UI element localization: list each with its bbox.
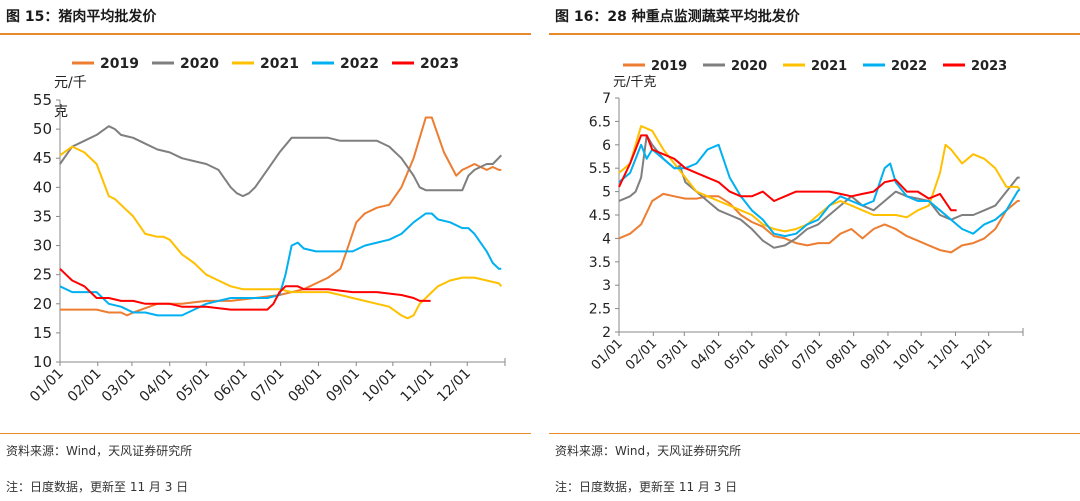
series-line-2022 [59,212,502,317]
y-tick-label: 30 [33,237,52,255]
legend-label: 2020 [731,59,767,74]
y-tick-label: 5.5 [589,161,611,177]
y-tick-label: 5 [602,185,611,201]
footer-divider [0,433,531,434]
y-axis-unit: 元/千 [54,75,87,91]
y-tick-label: 2 [602,325,611,341]
x-tick-label: 11/01 [925,336,962,373]
y-tick-label: 6 [602,138,611,154]
y-tick-label: 35 [33,207,52,225]
y-tick-label: 6.5 [589,114,611,130]
legend-label: 2023 [971,59,1007,74]
x-tick-label: 10/01 [360,366,400,406]
series-line-2019 [618,192,1020,254]
legend-label: 2019 [651,59,687,74]
x-tick-label: 12/01 [434,366,474,406]
source-text: 资料来源：Wind，天风证券研究所 [6,444,193,458]
legend-label: 2021 [811,59,847,74]
x-tick-label: 03/01 [654,336,691,373]
source-text: 资料来源：Wind，天风证券研究所 [555,444,742,458]
title-divider [0,33,531,35]
series-line-2021 [59,145,503,320]
y-tick-label: 25 [33,266,52,284]
y-tick-label: 7 [602,91,611,107]
x-tick-label: 07/01 [248,366,288,406]
note-text: 注：日度数据，更新至 11 月 3 日 [6,480,189,494]
x-tick-label: 07/01 [789,336,826,373]
x-tick-label: 01/01 [27,366,67,406]
y-axis-unit: 克 [54,104,68,120]
y-tick-label: 4.5 [589,208,611,224]
x-tick-label: 08/01 [285,366,325,406]
x-tick-label: 02/01 [623,336,660,373]
y-tick-label: 3 [602,278,611,294]
series-line-2020 [59,125,503,198]
chart-panel-pork: 图 15：猪肉平均批发价 元/千克 10 15 20 25 30 35 40 45 50 55 01/… [0,0,531,501]
footer-divider [549,433,1080,434]
y-tick-label: 3.5 [589,255,611,271]
x-tick-label: 01/01 [589,336,626,373]
legend-label: 2019 [100,56,139,72]
pork-price-chart: 元/千克1015202530354045505501/0102/0103/010… [27,56,506,406]
x-tick-label: 08/01 [823,336,860,373]
y-tick-label: 15 [33,324,52,342]
legend-label: 2023 [420,56,459,72]
x-tick-label: 04/01 [688,336,725,373]
x-tick-label: 03/01 [99,366,139,406]
y-tick-label: 40 [33,178,52,196]
x-tick-label: 10/01 [891,336,928,373]
x-tick-label: 04/01 [137,366,177,406]
y-tick-label: 50 [33,120,52,138]
y-tick-label: 4 [602,231,611,247]
y-tick-label: 20 [33,295,52,313]
y-tick-label: 2.5 [589,302,611,318]
x-tick-label: 02/01 [65,366,105,406]
figure-title: 图 16：28 种重点监测蔬菜平均批发价 [555,9,800,25]
legend-label: 2022 [891,59,927,74]
vegetable-price-chart: 元/千克 2 2.5 3 3.5 4 4.5 5 5.5 6 6.5 7 01/0102/0103/01… [589,59,1024,373]
legend-label: 2022 [340,56,379,72]
series-line-2023 [59,268,431,311]
figure-title: 图 15：猪肉平均批发价 [6,9,157,25]
x-tick-label: 09/01 [323,366,363,406]
x-tick-label: 06/01 [756,336,793,373]
x-tick-label: 09/01 [858,336,895,373]
y-tick-label: 45 [33,149,52,167]
x-tick-label: 11/01 [398,366,438,406]
series-line-2022 [618,143,1021,238]
series-line-2019 [60,116,502,317]
y-tick-label: 55 [33,91,52,109]
x-tick-label: 06/01 [211,366,251,406]
series-line-2023 [618,134,957,212]
x-tick-label: 05/01 [173,366,213,406]
x-tick-label: 05/01 [722,336,759,373]
y-axis-unit: 元/千克 [613,75,656,90]
legend-label: 2021 [260,56,299,72]
note-text: 注：日度数据，更新至 11 月 3 日 [555,480,738,494]
title-divider [549,33,1080,35]
y-tick-label: 10 [33,353,52,371]
legend-label: 2020 [180,56,219,72]
x-tick-label: 12/01 [958,336,995,373]
chart-panel-vegetables: 图 16：28 种重点监测蔬菜平均批发价 元/千克 2 2.5 3 3.5 4 4.5 5 5.… [549,0,1080,501]
